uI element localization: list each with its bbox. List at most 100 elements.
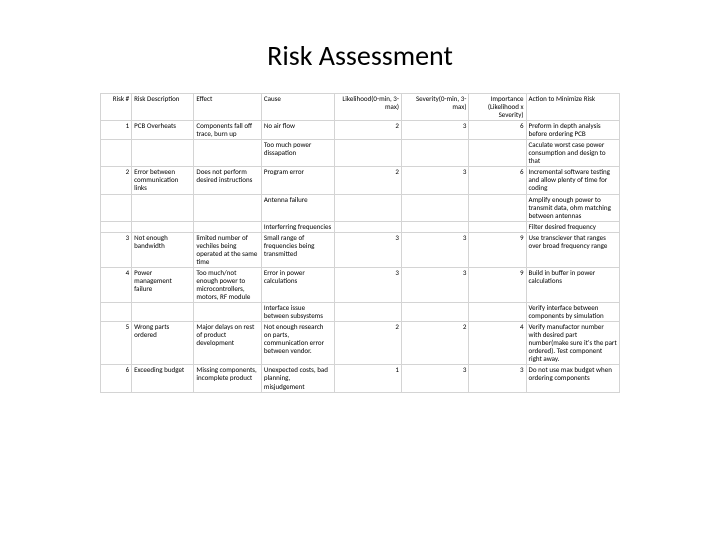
cell-desc xyxy=(132,303,194,322)
cell-severity: 3 xyxy=(401,267,468,302)
cell-effect: Does not perform desired instructions xyxy=(194,167,261,194)
cell-likelihood: 3 xyxy=(334,267,401,302)
cell-action: Incremental software testing and allow p… xyxy=(526,167,619,194)
cell-likelihood xyxy=(334,303,401,322)
cell-effect: Major delays on rest of product developm… xyxy=(194,322,261,365)
cell-severity: 3 xyxy=(401,121,468,140)
table-row: 6Exceeding budgetMissing components, inc… xyxy=(101,365,620,392)
cell-action: Filter desired frequency xyxy=(526,221,619,232)
cell-cause: No air flow xyxy=(261,121,334,140)
cell-severity: 2 xyxy=(401,322,468,365)
cell-importance: 9 xyxy=(469,267,526,302)
cell-action: Verify manufactor number with desired pa… xyxy=(526,322,619,365)
cell-action: Use transciever that ranges over broad f… xyxy=(526,232,619,267)
page-title: Risk Assessment xyxy=(0,0,720,93)
cell-cause: Interferring frequencies xyxy=(261,221,334,232)
cell-desc: PCB Overheats xyxy=(132,121,194,140)
cell-severity xyxy=(401,303,468,322)
cell-risk_no xyxy=(101,140,132,167)
cell-cause: Small range of frequencies being transmi… xyxy=(261,232,334,267)
col-header-likelihood: Likelihood(0-min, 3-max) xyxy=(334,94,401,121)
col-header-effect: Effect xyxy=(194,94,261,121)
cell-risk_no xyxy=(101,303,132,322)
table-header-row: Risk #Risk DescriptionEffectCauseLikelih… xyxy=(101,94,620,121)
cell-importance xyxy=(469,303,526,322)
cell-importance: 6 xyxy=(469,167,526,194)
cell-cause: Antenna failure xyxy=(261,194,334,221)
col-header-severity: Severity(0-min, 3-max) xyxy=(401,94,468,121)
table-row: 2Error between communication linksDoes n… xyxy=(101,167,620,194)
cell-importance xyxy=(469,140,526,167)
cell-effect: Too much/not enough power to microcontro… xyxy=(194,267,261,302)
cell-action: Do not use max budget when ordering comp… xyxy=(526,365,619,392)
cell-action: Build in buffer in power calculations xyxy=(526,267,619,302)
cell-desc: Error between communication links xyxy=(132,167,194,194)
cell-desc xyxy=(132,194,194,221)
cell-effect: limited number of vechiles being operate… xyxy=(194,232,261,267)
cell-importance: 3 xyxy=(469,365,526,392)
table-row: Interferring frequencies Filter desired f… xyxy=(101,221,620,232)
cell-risk_no: 3 xyxy=(101,232,132,267)
cell-cause: Unexpected costs, bad planning, misjudge… xyxy=(261,365,334,392)
col-header-cause: Cause xyxy=(261,94,334,121)
table-row: 3Not enough bandwidthlimited number of v… xyxy=(101,232,620,267)
cell-likelihood: 2 xyxy=(334,167,401,194)
cell-importance: 9 xyxy=(469,232,526,267)
cell-severity xyxy=(401,194,468,221)
cell-desc xyxy=(132,221,194,232)
cell-risk_no: 2 xyxy=(101,167,132,194)
cell-importance: 6 xyxy=(469,121,526,140)
cell-importance xyxy=(469,194,526,221)
table-row: Antenna failure Amplify enough power to t… xyxy=(101,194,620,221)
cell-cause: Too much power dissapation xyxy=(261,140,334,167)
col-header-risk_no: Risk # xyxy=(101,94,132,121)
cell-likelihood: 2 xyxy=(334,322,401,365)
cell-likelihood: 3 xyxy=(334,232,401,267)
cell-likelihood xyxy=(334,140,401,167)
cell-action: Preform in depth analysis before orderin… xyxy=(526,121,619,140)
cell-risk_no: 1 xyxy=(101,121,132,140)
cell-cause: Interface issue between subsystems xyxy=(261,303,334,322)
cell-effect xyxy=(194,221,261,232)
cell-severity: 3 xyxy=(401,167,468,194)
col-header-importance: Importance (Likelihood x Severity) xyxy=(469,94,526,121)
table-row: Interface issue between subsystems Verify… xyxy=(101,303,620,322)
risk-table: Risk #Risk DescriptionEffectCauseLikelih… xyxy=(100,93,620,393)
cell-likelihood: 2 xyxy=(334,121,401,140)
cell-cause: Not enough research on parts, communicat… xyxy=(261,322,334,365)
cell-risk_no: 4 xyxy=(101,267,132,302)
cell-desc xyxy=(132,140,194,167)
cell-desc: Exceeding budget xyxy=(132,365,194,392)
cell-likelihood xyxy=(334,221,401,232)
table-row: 1PCB OverheatsComponents fall off trace,… xyxy=(101,121,620,140)
cell-severity xyxy=(401,140,468,167)
table-container: Risk #Risk DescriptionEffectCauseLikelih… xyxy=(0,93,720,393)
cell-severity: 3 xyxy=(401,232,468,267)
col-header-action: Action to Minimize Risk xyxy=(526,94,619,121)
cell-desc: Wrong parts ordered xyxy=(132,322,194,365)
cell-action: Caculate worst case power consumption an… xyxy=(526,140,619,167)
cell-desc: Not enough bandwidth xyxy=(132,232,194,267)
table-row: Too much power dissapation Caculate worst… xyxy=(101,140,620,167)
cell-risk_no: 5 xyxy=(101,322,132,365)
cell-cause: Error in power calculations xyxy=(261,267,334,302)
cell-likelihood xyxy=(334,194,401,221)
table-row: 5Wrong parts orderedMajor delays on rest… xyxy=(101,322,620,365)
cell-effect xyxy=(194,140,261,167)
cell-severity: 3 xyxy=(401,365,468,392)
col-header-desc: Risk Description xyxy=(132,94,194,121)
cell-action: Amplify enough power to transmit data, o… xyxy=(526,194,619,221)
cell-effect xyxy=(194,303,261,322)
cell-effect: Components fall off trace, burn up xyxy=(194,121,261,140)
cell-cause: Program error xyxy=(261,167,334,194)
cell-importance xyxy=(469,221,526,232)
cell-desc: Power management failure xyxy=(132,267,194,302)
cell-effect: Missing components, incomplete product xyxy=(194,365,261,392)
cell-effect xyxy=(194,194,261,221)
cell-action: Verify interface between components by s… xyxy=(526,303,619,322)
cell-risk_no xyxy=(101,194,132,221)
cell-risk_no: 6 xyxy=(101,365,132,392)
table-row: 4Power management failureToo much/not en… xyxy=(101,267,620,302)
cell-likelihood: 1 xyxy=(334,365,401,392)
cell-importance: 4 xyxy=(469,322,526,365)
